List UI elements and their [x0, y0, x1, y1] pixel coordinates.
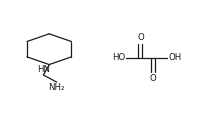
Text: HO: HO: [111, 53, 124, 62]
Text: HN: HN: [37, 65, 50, 74]
Text: O: O: [149, 74, 155, 83]
Text: NH₂: NH₂: [48, 83, 65, 92]
Text: OH: OH: [167, 53, 181, 62]
Text: O: O: [136, 33, 143, 42]
